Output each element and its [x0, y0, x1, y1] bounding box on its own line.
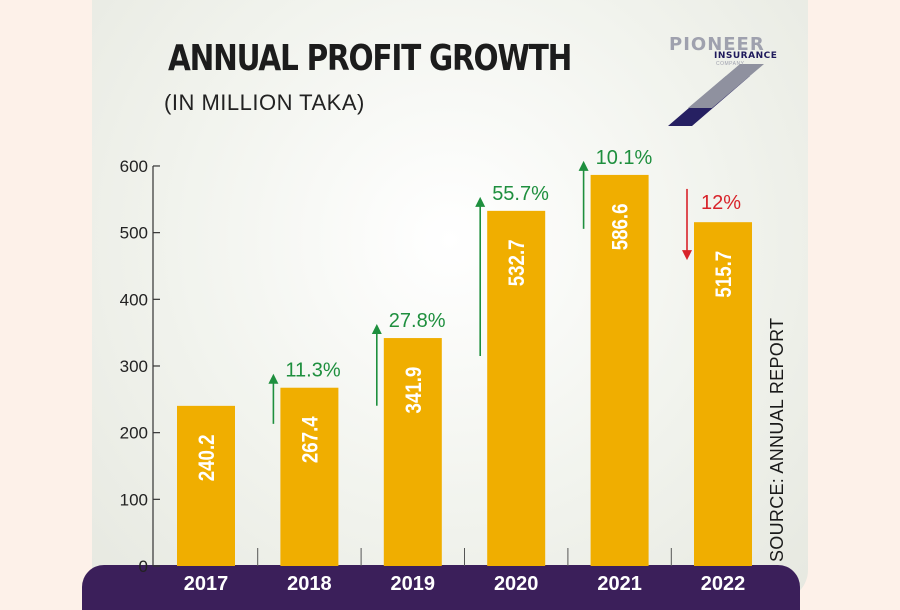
- x-tick-label: 2021: [597, 573, 642, 595]
- source-note: SOURCE: ANNUAL REPORT: [767, 317, 787, 562]
- x-tick-label: 2019: [391, 573, 436, 595]
- logo-line2: INSURANCE: [714, 51, 778, 61]
- bar-value-label: 532.7: [506, 239, 530, 286]
- bar-value-label: 586.6: [609, 204, 633, 251]
- growth-up-arrow-icon: [578, 160, 589, 171]
- growth-label: 27.8%: [389, 310, 446, 332]
- growth-up-arrow-icon: [371, 324, 382, 335]
- y-tick-label: 600: [120, 157, 148, 176]
- y-tick-label: 400: [120, 290, 148, 309]
- bar-2021: [590, 174, 649, 567]
- x-tick-label: 2017: [184, 573, 229, 595]
- chart-title: ANNUAL PROFIT GROWTH: [168, 38, 572, 79]
- y-tick-label: 500: [120, 224, 148, 243]
- logo-line3: COMPANY: [716, 61, 745, 67]
- logo-name: PIONEER: [669, 34, 765, 55]
- growth-up-arrow-icon: [268, 373, 279, 384]
- y-tick-label: 300: [120, 357, 148, 376]
- logo-stripes-icon: [668, 64, 764, 126]
- growth-down-arrow-icon: [682, 250, 692, 261]
- bar-2017: [177, 405, 235, 566]
- bar-2019: [383, 338, 442, 566]
- growth-label: 12%: [701, 192, 741, 214]
- growth-label: 55.7%: [492, 183, 549, 205]
- growth-up-arrow-icon: [475, 196, 486, 207]
- y-tick-label: 100: [120, 490, 148, 509]
- x-tick-label: 2018: [287, 573, 332, 595]
- bar-value-label: 515.7: [713, 251, 737, 298]
- bar-value-label: 267.4: [299, 416, 323, 463]
- growth-label: 11.3%: [285, 360, 340, 382]
- chart-subtitle: (IN MILLION TAKA): [164, 90, 365, 115]
- y-tick-label: 200: [120, 424, 148, 443]
- bar-2020: [487, 210, 546, 566]
- x-tick-label: 2020: [494, 573, 539, 595]
- bar-value-label: 240.2: [196, 434, 220, 481]
- growth-label: 10.1%: [596, 147, 653, 169]
- y-tick-label: 0: [139, 557, 148, 576]
- bar-2018: [280, 387, 339, 566]
- bar-2022: [694, 222, 752, 567]
- x-tick-label: 2022: [701, 573, 746, 595]
- bar-value-label: 341.9: [402, 367, 426, 414]
